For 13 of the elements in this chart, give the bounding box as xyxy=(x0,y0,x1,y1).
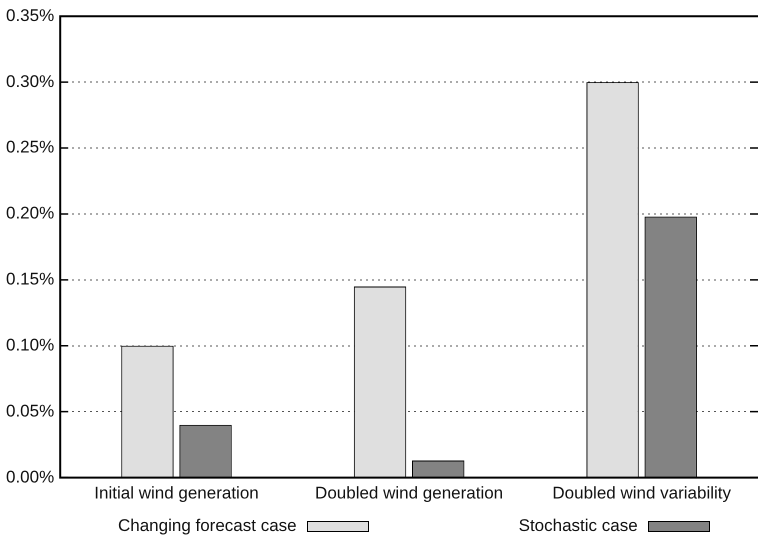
x-tick-label: Doubled wind generation xyxy=(315,483,504,502)
x-tick-label: Doubled wind variability xyxy=(552,483,732,502)
x-tick-label: Initial wind generation xyxy=(94,483,259,502)
y-tick-label: 0.05% xyxy=(6,401,54,420)
y-tick-label: 0.00% xyxy=(6,467,54,486)
y-tick-label: 0.20% xyxy=(6,204,54,223)
y-tick-label: 0.35% xyxy=(6,6,54,25)
y-tick-label: 0.25% xyxy=(6,138,54,157)
y-tick-label: 0.15% xyxy=(6,270,54,289)
y-tick-label: 0.30% xyxy=(6,72,54,91)
legend-label: Stochastic case xyxy=(518,516,638,536)
legend-label: Changing forecast case xyxy=(118,516,297,536)
y-tick-label: 0.10% xyxy=(6,335,54,354)
